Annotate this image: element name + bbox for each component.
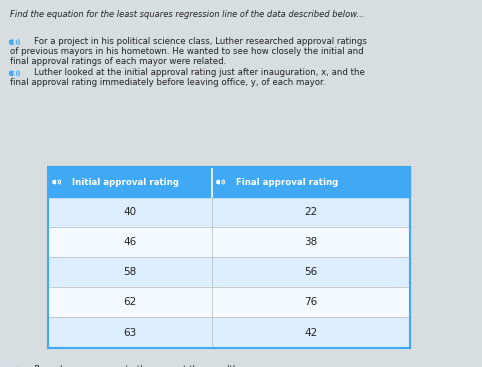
Text: 63: 63: [123, 327, 137, 338]
Polygon shape: [10, 40, 13, 44]
Polygon shape: [217, 180, 219, 184]
Text: 40: 40: [123, 207, 137, 217]
Text: 38: 38: [304, 237, 318, 247]
FancyBboxPatch shape: [48, 317, 410, 348]
Text: Luther looked at the initial approval rating just after inauguration, x, and the: Luther looked at the initial approval ra…: [34, 68, 364, 77]
Text: Find the equation for the least squares regression line of the data described be: Find the equation for the least squares …: [10, 10, 364, 19]
Polygon shape: [10, 71, 13, 76]
Text: Initial approval rating: Initial approval rating: [72, 178, 179, 186]
Text: 46: 46: [123, 237, 137, 247]
Text: 56: 56: [304, 267, 318, 277]
Text: final approval rating immediately before leaving office, y, of each mayor.: final approval rating immediately before…: [10, 78, 325, 87]
FancyBboxPatch shape: [48, 227, 410, 257]
Text: final approval ratings of each mayor were related.: final approval ratings of each mayor wer…: [10, 57, 226, 66]
Text: 42: 42: [304, 327, 318, 338]
Text: of previous mayors in his hometown. He wanted to see how closely the initial and: of previous mayors in his hometown. He w…: [10, 47, 363, 56]
Text: 76: 76: [304, 297, 318, 308]
Text: 58: 58: [123, 267, 137, 277]
FancyBboxPatch shape: [48, 197, 410, 227]
Text: 22: 22: [304, 207, 318, 217]
Text: Final approval rating: Final approval rating: [236, 178, 338, 186]
FancyBboxPatch shape: [48, 257, 410, 287]
FancyBboxPatch shape: [48, 287, 410, 317]
Text: 62: 62: [123, 297, 137, 308]
Polygon shape: [53, 180, 55, 184]
FancyBboxPatch shape: [48, 167, 410, 197]
Text: Round your answers to the nearest thousandth.: Round your answers to the nearest thousa…: [34, 365, 240, 367]
Text: For a project in his political science class, Luther researched approval ratings: For a project in his political science c…: [34, 37, 367, 46]
